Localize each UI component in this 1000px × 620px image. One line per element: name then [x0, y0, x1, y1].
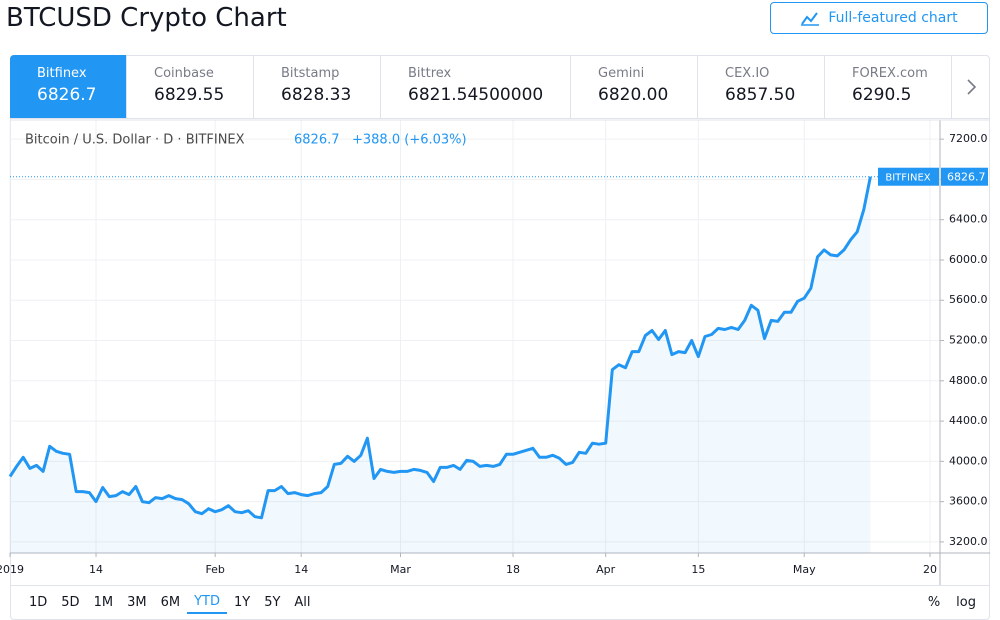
x-tick-label: 14	[294, 563, 308, 576]
legend-title: Bitcoin / U.S. Dollar · D · BITFINEX	[25, 133, 245, 148]
exchange-price: 6820.00	[598, 85, 669, 105]
exchange-price: 6290.5	[852, 85, 912, 105]
line	[8, 176, 872, 520]
exchange-price: 6829.55	[154, 85, 225, 105]
exchange-tabs: Bitfinex 6826.7 Coinbase 6829.55 Bitstamp 682…	[10, 55, 990, 119]
y-tick-label: 5600.0	[949, 293, 988, 306]
chevron	[967, 78, 977, 95]
exchange-tab[interactable]: Bitstamp 6828.33	[254, 55, 381, 118]
y-tick-label: 6400.0	[949, 213, 988, 226]
x-tick-label: Apr	[596, 563, 616, 576]
price-tag-label: BITFINEX	[885, 173, 930, 184]
y-tick-label: 4400.0	[949, 414, 988, 427]
y-tick-label: 3600.0	[949, 495, 988, 508]
x-tick-label: 14	[89, 563, 103, 576]
y-tick-label: 5200.0	[949, 334, 988, 347]
button-label: Full-featured chart	[828, 10, 958, 26]
price-tag-value-bg	[941, 167, 988, 186]
exchange-name: FOREX.com	[852, 66, 928, 81]
scale-option[interactable]: log	[956, 595, 976, 610]
exchange-name: Coinbase	[154, 66, 214, 81]
page-title: BTCUSD Crypto Chart	[6, 3, 287, 33]
exchange-tab[interactable]: Bitfinex 6826.7	[10, 55, 127, 118]
chart-icon	[801, 12, 820, 26]
exchange-tab[interactable]: CEX.IO 6857.50	[698, 55, 825, 118]
x-tick-label: Feb	[205, 563, 224, 576]
range-button[interactable]: 3M	[127, 594, 147, 610]
price-tag-label-bg	[878, 167, 939, 186]
x-tick-label: 20	[923, 563, 937, 576]
full-chart-button[interactable]: Full-featured chart	[770, 2, 988, 34]
exchange-tab[interactable]: Gemini 6820.00	[571, 55, 698, 118]
scale-options: % log	[920, 595, 990, 610]
range-button[interactable]: 6M	[160, 594, 181, 610]
exchange-price: 6826.7	[37, 85, 97, 105]
range-button[interactable]: YTD	[187, 592, 227, 614]
area	[10, 176, 871, 553]
y-tick-label: 4000.0	[949, 454, 988, 467]
legend-last-price: 6826.7	[294, 133, 340, 148]
x-tick-label: May	[793, 563, 816, 576]
range-button[interactable]: 5Y	[264, 594, 281, 610]
range-button[interactable]: 1M	[93, 594, 114, 610]
range-button[interactable]: 1Y	[233, 594, 251, 610]
x-tick-label: Mar	[390, 563, 411, 576]
exchange-name: Bitstamp	[281, 66, 340, 81]
x-tick-label: 2019	[0, 563, 24, 576]
x-tick-label: 15	[691, 563, 705, 576]
exchange-name: CEX.IO	[725, 66, 770, 81]
exchange-name: Bitfinex	[37, 66, 87, 81]
x-tick-label: 18	[506, 563, 520, 576]
range-button[interactable]: All	[294, 594, 311, 610]
y-tick-label: 3200.0	[949, 535, 988, 548]
y-tick-label: 4800.0	[949, 374, 988, 387]
range-button[interactable]: 5D	[61, 594, 80, 610]
exchange-name: Gemini	[598, 66, 645, 81]
range-buttons: 1D 5D 1M 3M 6M YTD 1Y 5Y All	[10, 592, 920, 614]
range-button[interactable]: 1D	[29, 594, 48, 610]
next-arrow[interactable]	[952, 55, 990, 118]
scale-option[interactable]: %	[927, 595, 941, 610]
y-tick-label: 7200.0	[949, 132, 988, 145]
exchange-tab[interactable]: Bittrex 6821.54500000	[381, 55, 571, 118]
bottom-toolbar: 1D 5D 1M 3M 6M YTD 1Y 5Y All % log	[10, 585, 990, 619]
price-tag-value: 6826.7	[947, 171, 986, 184]
exchange-tab[interactable]: Coinbase 6829.55	[127, 55, 254, 118]
y-tick-label: 6000.0	[949, 253, 988, 266]
exchange-price: 6857.50	[725, 85, 796, 105]
exchange-price: 6828.33	[281, 85, 352, 105]
legend-change: +388.0 (+6.03%)	[352, 133, 467, 148]
exchange-price: 6821.54500000	[408, 85, 544, 105]
exchange-tab[interactable]: FOREX.com 6290.5	[825, 55, 952, 118]
exchange-name: Bittrex	[408, 66, 452, 81]
